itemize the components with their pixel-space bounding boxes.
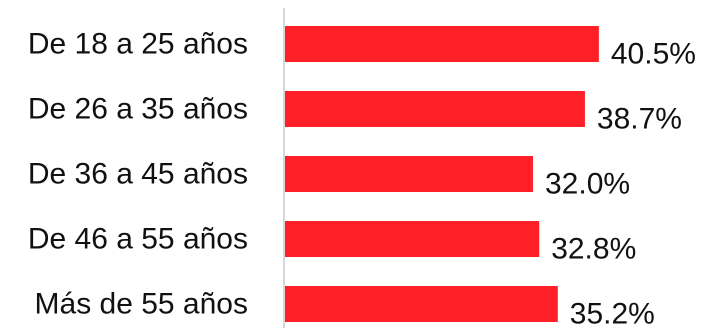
bar [285,91,585,127]
category-label: De 26 a 35 años [28,93,248,126]
category-label: De 36 a 45 años [28,158,248,191]
category-label-group: De 18 a 25 años De 26 a 35 años De 36 a 45… [28,28,248,321]
value-label: 40.5% [611,38,696,71]
category-label: Más de 55 años [35,288,248,321]
bar-group [285,26,599,322]
category-label: De 18 a 25 años [28,28,248,61]
value-label: 32.8% [551,233,636,266]
value-label: 38.7% [597,103,682,136]
category-label: De 46 a 55 años [28,223,248,256]
bar [285,221,540,257]
value-label: 35.2% [570,298,655,331]
bar [285,156,533,192]
bar [285,286,558,322]
bar [285,26,599,62]
value-label-group: 40.5% 38.7% 32.0% 32.8% 35.2% [545,38,696,331]
value-label: 32.0% [545,168,630,201]
